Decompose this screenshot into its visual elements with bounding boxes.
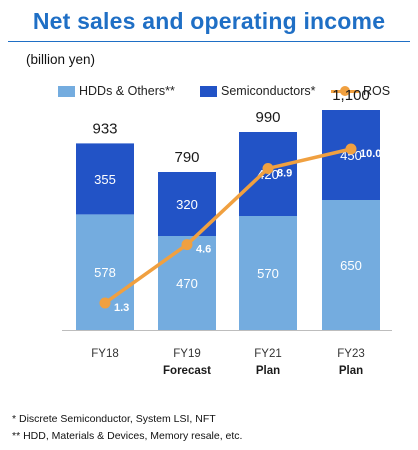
legend-swatch-ros [331,84,359,98]
data-label-hdd-fy23: 650 [340,258,362,273]
bar-semi-fy18 [76,143,134,215]
ros-point-fy21 [262,162,274,174]
bar-hdd-fy19 [158,236,216,330]
total-label-fy19: 790 [174,149,199,166]
ros-label-fy18: 1.3 [114,302,129,314]
x-tick-fy19: FY19 [173,348,201,360]
legend-item-semi: Semiconductors* [200,84,316,98]
data-label-semi-fy19: 320 [176,197,198,212]
x-sublabel-fy23: Plan [339,365,363,377]
ros-point-fy19 [181,239,193,251]
bar-hdd-fy18 [76,214,134,330]
bar-hdd-fy23 [322,200,380,330]
ros-point-fy23 [345,143,357,155]
x-tick-fy23: FY23 [337,348,365,360]
x-sublabel-fy21: Plan [256,365,280,377]
data-label-hdd-fy18: 578 [94,265,116,280]
legend-label-hdd: HDDs & Others** [79,84,175,98]
data-label-hdd-fy21: 570 [257,266,279,281]
title-underline [8,41,410,42]
bar-semi-fy21 [239,132,297,216]
x-tick-fy21: FY21 [254,348,282,360]
legend: HDDs & Others** Semiconductors* ROS [0,84,418,104]
data-label-hdd-fy19: 470 [176,276,198,291]
legend-item-hdd: HDDs & Others** [58,84,175,98]
total-label-fy23: 1,100 [332,87,370,104]
x-sublabel-fy19: Forecast [163,365,211,377]
data-label-semi-fy18: 355 [94,172,116,187]
ros-label-fy21: 8.9 [277,167,292,179]
legend-item-ros: ROS [331,84,390,98]
footnote-1: * Discrete Semiconductor, System LSI, NF… [12,413,216,425]
legend-label-semi: Semiconductors* [221,84,316,98]
total-label-fy21: 990 [255,109,280,126]
ros-point-fy18 [99,297,111,309]
legend-label-ros: ROS [363,84,391,98]
ros-label-fy19: 4.6 [196,244,211,256]
unit-label: (billion yen) [26,52,96,67]
ros-line [103,147,352,305]
ros-label-fy23: 10.0 [360,148,381,160]
legend-swatch-hdd [58,85,75,97]
total-label-fy18: 933 [92,120,117,137]
data-label-semi-fy21: 420 [257,167,279,182]
legend-swatch-semi [200,85,217,97]
bar-hdd-fy21 [239,216,297,330]
footnote-2: ** HDD, Materials & Devices, Memory resa… [12,430,243,442]
x-tick-fy18: FY18 [91,348,119,360]
chart-title: Net sales and operating income [32,8,386,34]
